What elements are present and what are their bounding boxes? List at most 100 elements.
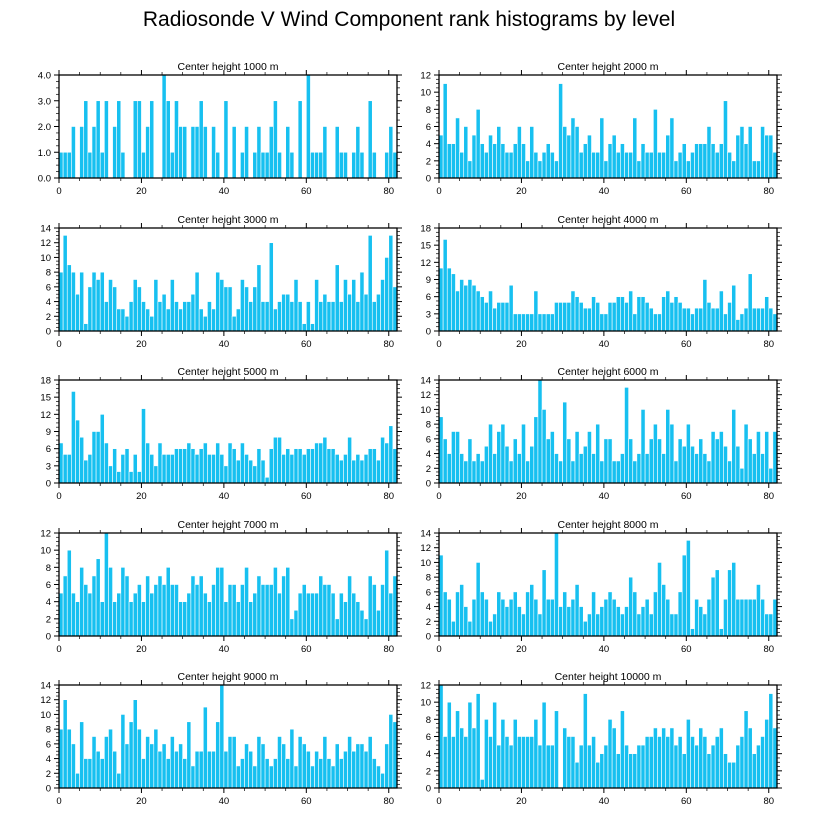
histogram-bar bbox=[632, 313, 638, 332]
y-tick-label: 18 bbox=[40, 376, 51, 387]
histogram-bar bbox=[351, 279, 357, 332]
histogram-bar bbox=[380, 772, 385, 789]
histogram-bar bbox=[240, 758, 245, 789]
histogram-panel: Center height 8000 m 0 20 40 60 80 0 2 4 6 8 10 12 14 bbox=[420, 519, 782, 655]
histogram-bar bbox=[198, 750, 204, 789]
histogram-bar bbox=[681, 143, 687, 179]
histogram-bar bbox=[351, 151, 357, 179]
histogram-bar bbox=[558, 302, 563, 332]
histogram-bar bbox=[297, 100, 303, 179]
histogram-bar bbox=[706, 598, 712, 637]
histogram-bar bbox=[169, 736, 175, 789]
histogram-bar bbox=[273, 308, 278, 332]
panels-container: Center height 1000 m0 20 40 60 800.01.02.03.… bbox=[38, 61, 782, 807]
histogram-bar bbox=[66, 454, 72, 484]
histogram-bar bbox=[677, 151, 683, 179]
histogram-bar bbox=[227, 442, 233, 484]
histogram-bar bbox=[182, 126, 188, 179]
histogram-bar bbox=[87, 454, 93, 484]
y-tick-label: 8 bbox=[46, 725, 51, 736]
histogram-bar bbox=[330, 765, 336, 789]
histogram-bar bbox=[451, 431, 456, 484]
histogram-bar bbox=[574, 296, 580, 332]
histogram-bar bbox=[562, 401, 568, 484]
x-tick-label: 20 bbox=[136, 339, 147, 350]
histogram-bar bbox=[66, 728, 72, 789]
histogram-bar bbox=[235, 765, 241, 789]
histogram-bar bbox=[525, 591, 530, 637]
histogram-bar bbox=[190, 126, 196, 179]
histogram-bar bbox=[512, 719, 518, 789]
histogram-bar bbox=[264, 476, 270, 484]
histogram-bar bbox=[83, 323, 89, 332]
y-tick-label: 10 bbox=[40, 253, 51, 264]
histogram-bar bbox=[492, 453, 498, 484]
histogram-bar bbox=[157, 442, 163, 484]
histogram-bar bbox=[533, 416, 539, 484]
x-tick-label: 40 bbox=[599, 644, 610, 655]
histogram-bar bbox=[710, 143, 716, 179]
histogram-bar bbox=[714, 569, 720, 637]
histogram-bar bbox=[120, 714, 126, 789]
histogram-bar bbox=[620, 613, 625, 637]
histogram-bar bbox=[202, 126, 208, 179]
histogram-bar bbox=[743, 307, 749, 332]
histogram-bar bbox=[194, 126, 200, 179]
panel-title: Center height 5000 m bbox=[178, 366, 279, 378]
histogram-panel: Center height 3000 m 0 20 40 60 80 0 2 4 6 8 10 12 14 bbox=[40, 214, 402, 350]
histogram-bar bbox=[388, 126, 394, 179]
histogram-bar bbox=[75, 601, 80, 637]
x-tick-label: 0 bbox=[436, 491, 441, 502]
histogram-bar bbox=[710, 307, 716, 332]
histogram-bar bbox=[108, 567, 113, 637]
y-tick-label: 10 bbox=[40, 710, 51, 721]
histogram-bar bbox=[756, 431, 761, 484]
histogram-bar bbox=[690, 736, 695, 789]
histogram-bar bbox=[285, 567, 291, 637]
histogram-bar bbox=[137, 728, 142, 789]
histogram-bar bbox=[227, 736, 233, 789]
histogram-bar bbox=[743, 598, 749, 637]
histogram-bar bbox=[153, 465, 159, 484]
histogram-bar bbox=[198, 575, 204, 637]
histogram-bar bbox=[760, 126, 765, 179]
histogram-bar bbox=[500, 423, 506, 484]
histogram-bar bbox=[723, 100, 728, 179]
histogram-bar bbox=[756, 307, 761, 332]
x-tick-label: 20 bbox=[136, 796, 147, 807]
histogram-bar bbox=[252, 465, 258, 484]
histogram-bar bbox=[343, 601, 348, 637]
histogram-bar bbox=[116, 772, 122, 789]
histogram-bar bbox=[161, 293, 167, 332]
panel-title: Center height 10000 m bbox=[555, 671, 662, 683]
y-tick-label: 8 bbox=[426, 573, 431, 584]
histogram-bar bbox=[669, 613, 675, 637]
histogram-bar bbox=[710, 576, 716, 637]
histogram-bar bbox=[244, 743, 249, 789]
histogram-bar bbox=[71, 592, 76, 637]
histogram-bar bbox=[677, 302, 683, 332]
histogram-bar bbox=[533, 290, 539, 332]
histogram-bar bbox=[496, 126, 502, 179]
histogram-bar bbox=[277, 436, 282, 484]
histogram-bar bbox=[268, 126, 274, 179]
histogram-bar bbox=[334, 743, 340, 789]
histogram-bar bbox=[244, 454, 249, 484]
histogram-bar bbox=[198, 100, 204, 179]
histogram-bar bbox=[326, 584, 332, 637]
histogram-bar bbox=[314, 592, 319, 637]
histogram-bar bbox=[334, 454, 340, 484]
histogram-bar bbox=[301, 323, 307, 332]
histogram-bar bbox=[657, 736, 662, 789]
histogram-panel: Center height 7000 m 0 20 40 60 80 0 2 4 6 8 10 12 bbox=[40, 519, 402, 655]
histogram-bar bbox=[611, 598, 617, 637]
histogram-bar bbox=[463, 126, 469, 179]
histogram-bar bbox=[371, 448, 377, 484]
histogram-bar bbox=[388, 592, 394, 637]
histogram-bar bbox=[714, 438, 720, 484]
histogram-bar bbox=[512, 143, 518, 179]
histogram-bar bbox=[289, 618, 295, 637]
histogram-bar bbox=[661, 453, 667, 484]
histogram-bar bbox=[83, 584, 89, 637]
histogram-bar bbox=[459, 727, 465, 789]
